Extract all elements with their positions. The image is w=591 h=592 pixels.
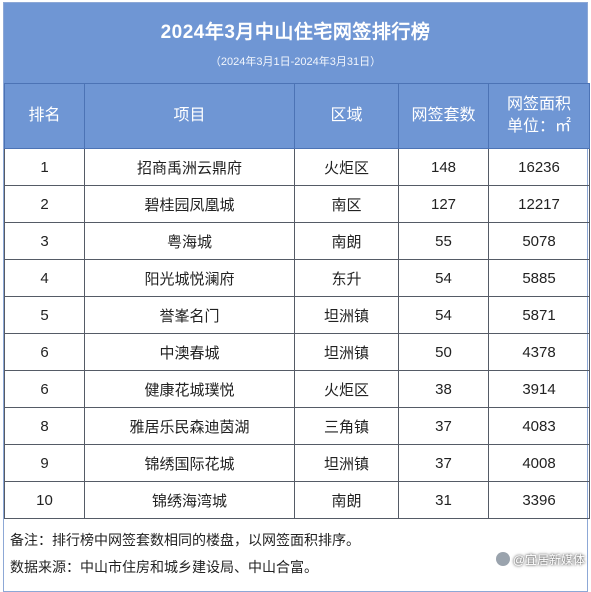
units-cell: 55 [398,222,489,260]
watermark-text: @宜居新媒体 [512,553,585,567]
header-project: 项目 [84,83,295,149]
area-cell: 12217 [488,185,590,223]
district-cell: 火炬区 [294,370,399,408]
area-cell: 5885 [488,259,590,297]
table-row: 6 健康花城璞悦 火炬区 38 3914 [4,370,590,408]
units-cell: 38 [398,370,489,408]
rank-cell: 5 [4,296,85,334]
project-cell: 健康花城璞悦 [84,370,295,408]
rank-cell: 8 [4,407,85,445]
table-row: 2 碧桂园凤凰城 南区 127 12217 [4,185,590,223]
table-row: 4 阳光城悦澜府 东升 54 5885 [4,259,590,297]
district-cell: 东升 [294,259,399,297]
project-cell: 碧桂园凤凰城 [84,185,295,223]
district-cell: 南朗 [294,481,399,519]
project-cell: 粤海城 [84,222,295,260]
table-row: 1 招商禹洲云鼎府 火炬区 148 16236 [4,148,590,186]
area-cell: 16236 [488,148,590,186]
units-cell: 148 [398,148,489,186]
district-cell: 火炬区 [294,148,399,186]
ranking-table: 排名 项目 区域 网签套数 网签面积 单位：㎡ 1 招商禹洲云鼎府 火炬区 148 16… [4,83,590,519]
table-row: 3 粤海城 南朗 55 5078 [4,222,590,260]
rank-cell: 1 [4,148,85,186]
units-cell: 37 [398,407,489,445]
area-cell: 4083 [488,407,590,445]
rank-cell: 3 [4,222,85,260]
district-cell: 南朗 [294,222,399,260]
district-cell: 坦洲镇 [294,296,399,334]
table-row: 10 锦绣海湾城 南朗 31 3396 [4,481,590,519]
units-cell: 54 [398,296,489,334]
project-cell: 锦绣海湾城 [84,481,295,519]
ranking-sheet: 2024年3月中山住宅网签排行榜 （2024年3月1日-2024年3月31日） … [3,2,590,592]
units-cell: 31 [398,481,489,519]
district-cell: 坦洲镇 [294,444,399,482]
rank-cell: 2 [4,185,85,223]
header-row: 排名 项目 区域 网签套数 网签面积 单位：㎡ [4,83,590,149]
source-note: 数据来源：中山市住房和城乡建设局、中山合富。 [10,559,318,575]
rank-cell: 6 [4,333,85,371]
project-cell: 誉峯名门 [84,296,295,334]
project-cell: 锦绣国际花城 [84,444,295,482]
area-cell: 3396 [488,481,590,519]
area-cell: 4378 [488,333,590,371]
units-cell: 50 [398,333,489,371]
district-cell: 南区 [294,185,399,223]
units-cell: 37 [398,444,489,482]
table-row: 8 雅居乐民森迪茵湖 三角镇 37 4083 [4,407,590,445]
area-cell: 3914 [488,370,590,408]
header-units: 网签套数 [398,83,489,149]
notes-box: 备注：排行榜中网签套数相同的楼盘，以网签面积排序。 数据来源：中山市住房和城乡建… [4,519,587,591]
district-cell: 坦洲镇 [294,333,399,371]
project-cell: 中澳春城 [84,333,295,371]
units-cell: 54 [398,259,489,297]
rank-cell: 6 [4,370,85,408]
project-cell: 招商禹洲云鼎府 [84,148,295,186]
area-cell: 5871 [488,296,590,334]
district-cell: 三角镇 [294,407,399,445]
rank-cell: 10 [4,481,85,519]
title-band: 2024年3月中山住宅网签排行榜 （2024年3月1日-2024年3月31日） [4,3,587,83]
page-title: 2024年3月中山住宅网签排行榜 [160,22,431,43]
area-cell: 5078 [488,222,590,260]
date-range-subtitle: （2024年3月1日-2024年3月31日） [209,56,382,68]
table-row: 5 誉峯名门 坦洲镇 54 5871 [4,296,590,334]
watermark-logo-icon [495,552,510,566]
rank-cell: 9 [4,444,85,482]
watermark: @宜居新媒体 [495,551,585,568]
table-row: 6 中澳春城 坦洲镇 50 4378 [4,333,590,371]
project-cell: 阳光城悦澜府 [84,259,295,297]
units-cell: 127 [398,185,489,223]
header-rank: 排名 [4,83,85,149]
table-row: 9 锦绣国际花城 坦洲镇 37 4008 [4,444,590,482]
remark-note: 备注：排行榜中网签套数相同的楼盘，以网签面积排序。 [10,532,360,548]
rank-cell: 4 [4,259,85,297]
project-cell: 雅居乐民森迪茵湖 [84,407,295,445]
header-district: 区域 [294,83,399,149]
header-area: 网签面积 单位：㎡ [488,83,590,149]
area-cell: 4008 [488,444,590,482]
